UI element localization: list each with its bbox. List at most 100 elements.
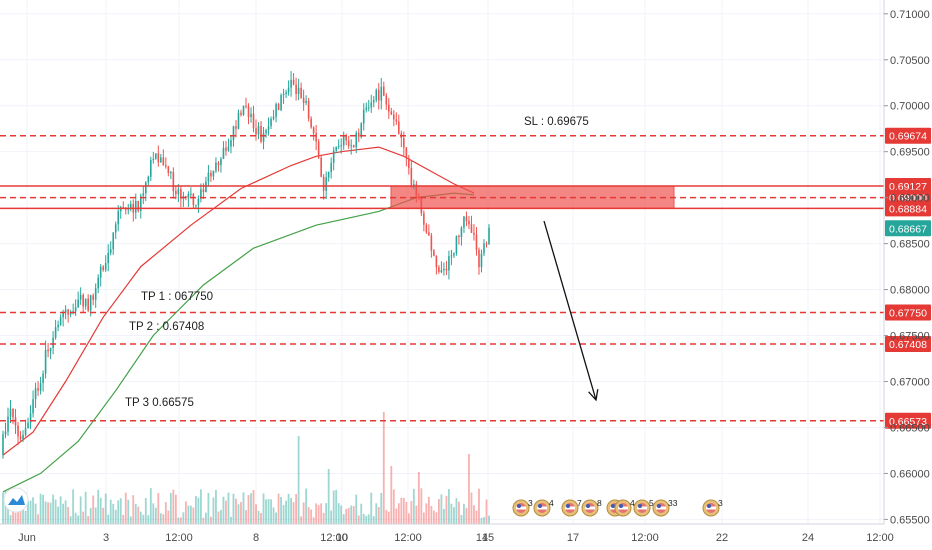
- volume-bar: [290, 498, 292, 524]
- candle-body: [230, 140, 232, 147]
- economic-event-icon[interactable]: 3: [702, 498, 723, 517]
- volume-bar: [330, 510, 333, 524]
- candle-body: [107, 252, 110, 264]
- candle-body: [17, 425, 19, 437]
- candle-body: [172, 172, 175, 192]
- candle-body: [89, 295, 92, 311]
- volume-bar: [152, 503, 155, 524]
- volume-bar: [72, 489, 75, 524]
- volume-bar: [235, 498, 237, 524]
- candle-body: [287, 87, 290, 93]
- volume-bar: [355, 494, 358, 524]
- candle-body: [94, 288, 97, 300]
- event-flag-stripe: [585, 506, 595, 510]
- last-price-badge: [885, 220, 931, 237]
- candle-body: [310, 118, 312, 128]
- volume-bar: [242, 492, 245, 524]
- candle-body: [222, 147, 225, 159]
- volume-bar: [122, 514, 125, 524]
- moving-average-line-2: [2, 192, 475, 493]
- volume-bar: [387, 511, 390, 524]
- volume-bar: [64, 500, 67, 524]
- candle-body: [232, 126, 235, 141]
- volume-bar: [217, 511, 220, 524]
- event-flag-stripe: [537, 506, 547, 510]
- volume-bar: [415, 505, 418, 524]
- volume-bar: [345, 508, 348, 524]
- candle-body: [322, 176, 325, 191]
- tradingview-logo-icon[interactable]: [3, 487, 29, 513]
- candle-body: [217, 162, 220, 166]
- volume-bar: [380, 492, 383, 524]
- candle-body: [97, 277, 99, 289]
- volume-bar: [272, 507, 275, 524]
- volume-bar: [54, 499, 57, 524]
- volume-bar: [292, 502, 295, 524]
- volume-bar: [157, 492, 160, 524]
- logo-bg: [3, 487, 29, 513]
- candle-body: [92, 295, 94, 300]
- y-tick-label: 0.70500: [890, 55, 930, 67]
- y-tick-label: 0.69500: [890, 147, 930, 159]
- economic-event-icon[interactable]: 7: [561, 498, 582, 517]
- event-count: 4: [549, 498, 554, 508]
- economic-event-icon[interactable]: 5: [633, 498, 654, 517]
- volume-bar: [67, 507, 70, 524]
- grid: [0, 0, 884, 524]
- volume-bar: [247, 495, 250, 524]
- economic-event-icon[interactable]: 3: [512, 498, 533, 517]
- level-badge-tp1: [885, 304, 931, 321]
- economic-event-icon[interactable]: 33: [652, 498, 678, 517]
- candle-body: [385, 95, 388, 105]
- candle-body: [425, 224, 428, 233]
- economic-events[interactable]: 3478545333: [512, 498, 723, 517]
- event-count: 4: [630, 498, 635, 508]
- x-tick-label: 12:00: [394, 532, 422, 544]
- candle-body: [137, 201, 140, 211]
- volume-bar: [275, 512, 277, 524]
- level-badge-tp3: [885, 412, 931, 429]
- level-badge-label-tp2: 0.67408: [889, 339, 927, 351]
- y-tick-label: 0.68500: [890, 239, 930, 251]
- volume-bar: [134, 504, 137, 524]
- candles: [2, 71, 490, 459]
- economic-event-icon[interactable]: 4: [614, 498, 635, 517]
- volume-bar: [57, 506, 60, 524]
- candle-body: [117, 211, 120, 225]
- candle-body: [9, 408, 12, 417]
- candle-body: [202, 189, 205, 193]
- arrow-line[interactable]: [543, 220, 597, 401]
- candle-body: [367, 107, 370, 109]
- x-tick-label: 12:00: [320, 532, 348, 544]
- volume-bar: [179, 517, 182, 524]
- volume-bar: [430, 505, 433, 524]
- volume-bar: [215, 489, 217, 524]
- candle-body: [180, 189, 182, 199]
- candle-body: [19, 436, 22, 440]
- volume-bar: [455, 498, 458, 524]
- candle-body: [197, 198, 200, 206]
- candle-body: [195, 205, 197, 207]
- economic-event-icon[interactable]: 8: [581, 498, 602, 517]
- candle-body: [192, 193, 195, 206]
- candle-body: [242, 105, 245, 115]
- candle-body: [398, 121, 400, 134]
- volume-bar: [24, 510, 27, 524]
- arrow-annotation[interactable]: [543, 220, 599, 402]
- economic-event-icon[interactable]: 4: [533, 498, 554, 517]
- volume-bar: [94, 507, 97, 524]
- candle-body: [4, 431, 7, 435]
- candle-body: [64, 309, 67, 313]
- candle-body: [430, 235, 433, 251]
- volume-bar: [465, 507, 468, 524]
- candle-body: [297, 87, 300, 95]
- candle-body: [365, 107, 368, 110]
- volume-bar: [425, 503, 428, 524]
- volume-bar: [412, 488, 415, 524]
- volume-bar: [182, 512, 185, 524]
- candle-body: [337, 146, 340, 148]
- volume-bar: [207, 492, 210, 524]
